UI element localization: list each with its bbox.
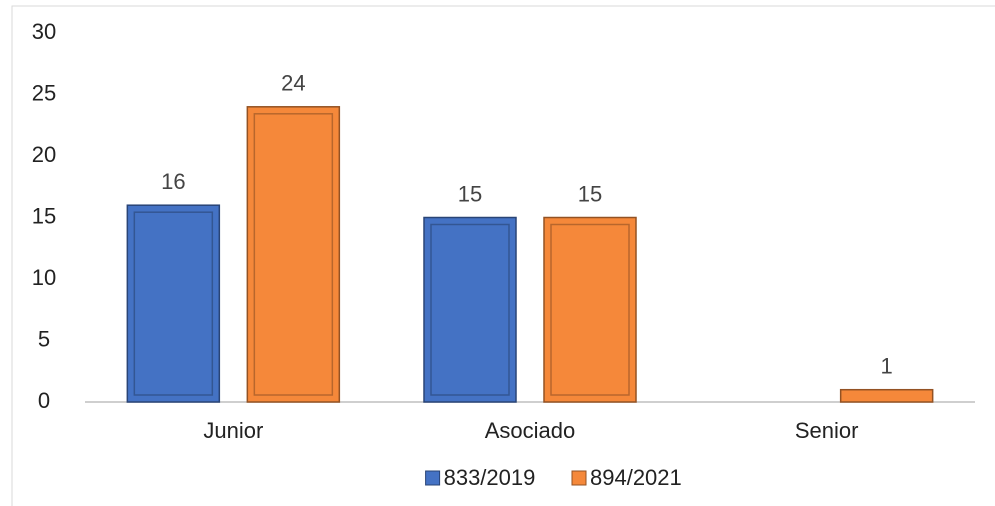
data-label: 15 xyxy=(458,181,482,206)
bar xyxy=(423,216,517,403)
bar xyxy=(126,204,221,403)
y-tick-label: 25 xyxy=(32,80,56,105)
x-tick-label: Junior xyxy=(203,418,263,443)
bar-bevel xyxy=(430,223,510,396)
chart-frame xyxy=(11,5,995,506)
bar-bevel xyxy=(133,211,214,396)
data-label: 15 xyxy=(578,181,602,206)
y-tick-label: 10 xyxy=(32,265,56,290)
bar xyxy=(839,388,934,403)
x-tick-label: Asociado xyxy=(485,418,576,443)
bar-bevel xyxy=(253,113,334,396)
data-label: 24 xyxy=(281,71,305,96)
x-tick-label: Senior xyxy=(795,418,859,443)
y-tick-label: 30 xyxy=(32,19,56,44)
y-tick-label: 20 xyxy=(32,142,56,167)
data-label: 16 xyxy=(161,169,185,194)
bar xyxy=(246,106,341,403)
legend-label: 894/2021 xyxy=(590,465,682,490)
legend-label: 833/2019 xyxy=(444,465,536,490)
legend-swatch xyxy=(571,470,587,486)
y-tick-label: 0 xyxy=(38,388,50,413)
y-tick-label: 5 xyxy=(38,326,50,351)
data-label: 1 xyxy=(881,354,893,379)
bar-bevel xyxy=(550,223,630,396)
bar xyxy=(543,216,637,403)
y-tick-label: 15 xyxy=(32,203,56,228)
legend-swatch xyxy=(425,470,441,486)
